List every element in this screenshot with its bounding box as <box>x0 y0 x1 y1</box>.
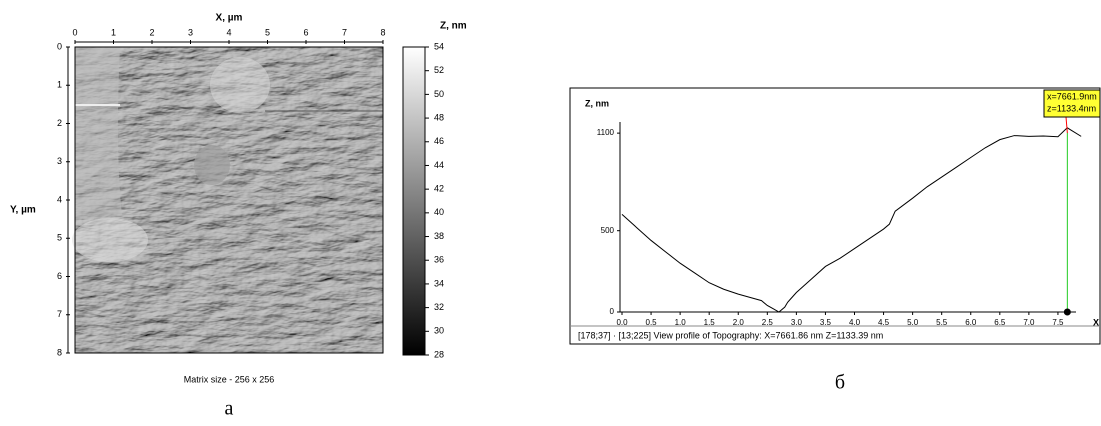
x-tick-label: 6.0 <box>965 318 977 327</box>
y-tick-label: 0 <box>57 41 62 51</box>
y-tick-label: 1100 <box>597 128 615 137</box>
colorbar-tick-label: 44 <box>434 160 444 170</box>
y-tick-label: 1 <box>57 80 62 90</box>
x-tick-label: 1 <box>111 27 116 37</box>
afm-image <box>72 46 384 354</box>
y-tick-label: 0 <box>610 307 615 316</box>
x-tick-label: 4.0 <box>849 318 861 327</box>
x-tick-label: 7.0 <box>1023 318 1035 327</box>
y-tick-label: 3 <box>57 156 62 166</box>
colorbar-label: Z, nm <box>440 21 467 32</box>
x-tick-label: 6.5 <box>994 318 1006 327</box>
colorbar-tick-label: 38 <box>434 231 444 241</box>
cursor-marker <box>1063 308 1071 316</box>
x-tick-label: 5 <box>265 27 270 37</box>
cursor-label: z=1133.4nm <box>1047 103 1096 113</box>
x-tick-label: 8 <box>380 27 385 37</box>
colorbar-tick-label: 48 <box>434 112 444 122</box>
colorbar-tick-label: 28 <box>434 349 444 359</box>
x-tick-label: 0 <box>72 27 77 37</box>
x-axis-label: X, µm <box>216 13 243 24</box>
x-tick-label: 3.5 <box>820 318 832 327</box>
y-tick-label: 5 <box>57 233 62 243</box>
x-tick-label: 3 <box>188 27 193 37</box>
x-tick-label: 2.5 <box>762 318 774 327</box>
colorbar-tick-label: 52 <box>434 65 444 75</box>
y-tick-label: 7 <box>57 309 62 319</box>
profile-frame <box>569 87 1101 345</box>
x-tick-label: 0.5 <box>646 318 658 327</box>
status-text: [178;37] · [13;225] View profile of Topo… <box>578 330 883 340</box>
colorbar-tick-label: 46 <box>434 136 444 146</box>
colorbar-tick-label: 30 <box>434 326 444 336</box>
y-tick-label: 500 <box>601 226 615 235</box>
y-axis-label: Z, nm <box>585 98 609 108</box>
colorbar-tick-label: 32 <box>434 302 444 312</box>
x-tick-label: 1.0 <box>675 318 687 327</box>
panel-caption: б <box>835 372 845 394</box>
x-tick-label: 5.0 <box>907 318 919 327</box>
x-tick-label: 1.5 <box>704 318 716 327</box>
x-axis-label: X <box>1093 317 1099 327</box>
colorbar-tick-label: 40 <box>434 207 444 217</box>
x-tick-label: 6 <box>303 27 308 37</box>
x-tick-label: 5.5 <box>936 318 948 327</box>
colorbar-tick-label: 36 <box>434 255 444 265</box>
x-tick-label: 2.0 <box>733 318 745 327</box>
colorbar-tick-label: 34 <box>434 278 444 288</box>
colorbar-tick-label: 54 <box>434 41 444 51</box>
y-tick-label: 8 <box>57 347 62 357</box>
colorbar-tick-label: 50 <box>434 89 444 99</box>
colorbar-tick-label: 42 <box>434 184 444 194</box>
colorbar <box>402 46 426 356</box>
x-tick-label: 4 <box>226 27 231 37</box>
x-tick-label: 4.5 <box>878 318 890 327</box>
panel-caption: а <box>225 398 234 420</box>
x-tick-label: 7.5 <box>1052 318 1064 327</box>
y-axis-label: Y, µm <box>10 205 36 216</box>
cursor-leader <box>1065 116 1068 134</box>
cursor-box <box>1043 89 1101 118</box>
y-tick-label: 6 <box>57 271 62 281</box>
cursor-label: x=7661.9nm <box>1047 91 1097 101</box>
y-tick-label: 2 <box>57 118 62 128</box>
x-tick-label: 2 <box>149 27 154 37</box>
matrix-note: Matrix size - 256 x 256 <box>184 374 275 384</box>
profile-line <box>621 127 1082 313</box>
x-tick-label: 3.0 <box>791 318 803 327</box>
y-tick-label: 4 <box>57 194 62 204</box>
x-tick-label: 0.0 <box>616 318 628 327</box>
x-tick-label: 7 <box>342 27 347 37</box>
